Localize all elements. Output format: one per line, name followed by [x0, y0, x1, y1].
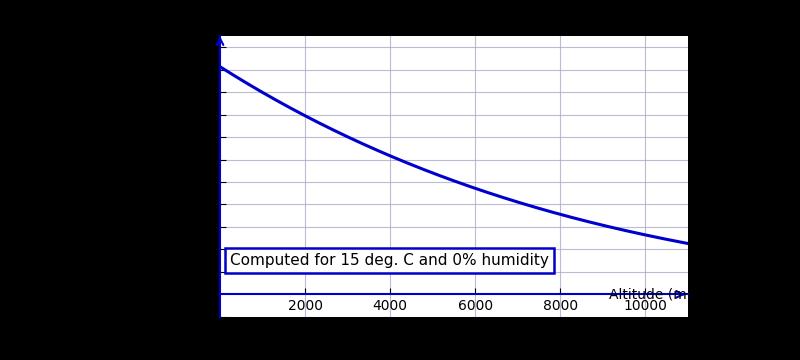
Text: Computed for 15 deg. C and 0% humidity: Computed for 15 deg. C and 0% humidity: [230, 253, 549, 268]
Title: Atmospheric Pressure vs. Altitude: Atmospheric Pressure vs. Altitude: [281, 14, 627, 32]
Text: Altitude (m): Altitude (m): [609, 288, 692, 302]
Text: Atmospheric Pressure (kPa): Atmospheric Pressure (kPa): [222, 19, 413, 33]
